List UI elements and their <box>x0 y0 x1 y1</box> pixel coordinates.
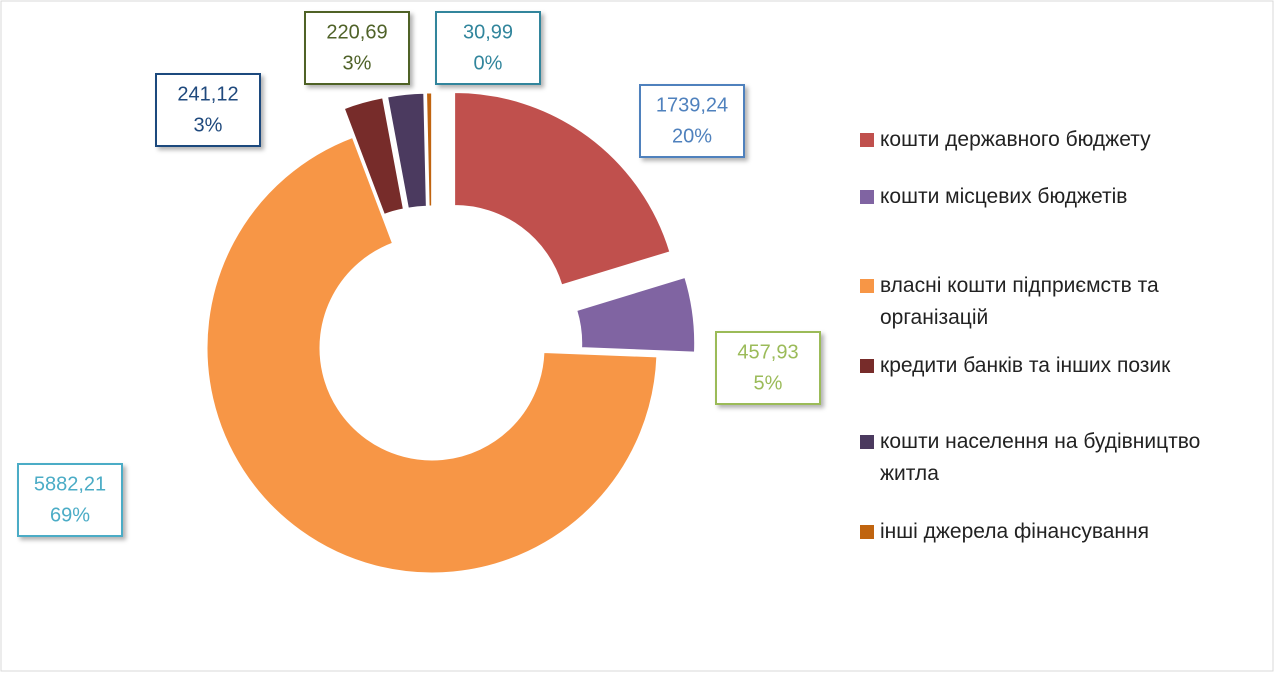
label-box <box>435 11 541 85</box>
percent-label: 0% <box>474 52 503 74</box>
legend-swatch <box>860 359 874 373</box>
legend-label: власні кошти підприємств та організацій <box>880 274 1159 329</box>
donut-slice <box>426 92 433 207</box>
legend-label: інші джерела фінансування <box>880 520 1150 543</box>
percent-label: 3% <box>194 114 223 136</box>
data-label: 220,69 3% <box>304 11 410 85</box>
legend-label: кошти населення на будівництво житла <box>880 430 1201 485</box>
label-box <box>155 73 261 147</box>
legend-item: власні кошти підприємств та організацій <box>860 270 1230 334</box>
value-label: 30,99 <box>463 21 513 43</box>
value-label: 5882,21 <box>34 473 106 495</box>
legend-swatch <box>860 525 874 539</box>
legend-item: кошти місцевих бюджетів <box>860 181 1230 213</box>
value-label: 241,12 <box>177 83 238 105</box>
legend-swatch <box>860 279 874 293</box>
data-label: 30,99 0% <box>435 11 541 85</box>
data-label: 1739,24 20% <box>639 84 745 158</box>
donut-slice <box>387 92 427 209</box>
legend-swatch <box>860 133 874 147</box>
donut-slice <box>343 97 404 215</box>
donut-slice <box>206 136 658 574</box>
data-label: 5882,21 69% <box>17 463 123 537</box>
percent-label: 3% <box>343 52 372 74</box>
donut-slice <box>576 276 696 353</box>
legend-item: інші джерела фінансування <box>860 516 1230 548</box>
value-label: 457,93 <box>737 341 798 363</box>
percent-label: 5% <box>754 372 783 394</box>
legend-label: кошти державного бюджету <box>880 128 1151 151</box>
legend-label: кошти місцевих бюджетів <box>880 185 1128 208</box>
legend-item: кредити банків та інших позик <box>860 350 1230 382</box>
percent-label: 69% <box>50 504 90 526</box>
label-box <box>639 84 745 158</box>
data-label: 457,93 5% <box>715 331 821 405</box>
data-label: 241,12 3% <box>155 73 261 147</box>
donut-slice <box>454 91 671 286</box>
legend-swatch <box>860 190 874 204</box>
legend-label: кредити банків та інших позик <box>880 354 1171 377</box>
label-box <box>715 331 821 405</box>
value-label: 220,69 <box>326 21 387 43</box>
percent-label: 20% <box>672 125 712 147</box>
value-label: 1739,24 <box>656 94 728 116</box>
label-box <box>304 11 410 85</box>
legend-swatch <box>860 435 874 449</box>
label-box <box>17 463 123 537</box>
legend-item: кошти державного бюджету <box>860 124 1230 156</box>
legend-item: кошти населення на будівництво житла <box>860 426 1230 490</box>
